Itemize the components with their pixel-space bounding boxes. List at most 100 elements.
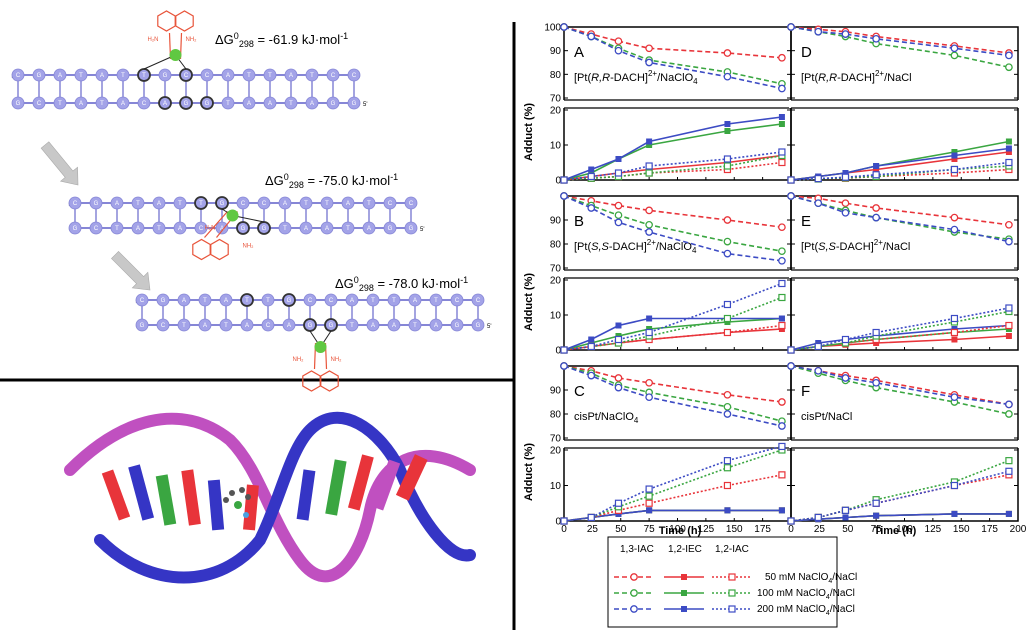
nucleotide-node (152, 221, 166, 235)
series-line (563, 474, 783, 522)
data-point (778, 422, 786, 430)
axis-break (789, 100, 1020, 108)
nucleotide-node (387, 318, 401, 332)
nucleotide-node (11, 68, 25, 82)
nucleotide-node (404, 221, 418, 235)
x-tick-label: 175 (981, 524, 998, 535)
legend-swatch (712, 605, 752, 613)
nucleotide-node (341, 196, 355, 210)
data-point (646, 507, 653, 514)
nucleotide-node (179, 96, 193, 110)
data-point (841, 374, 850, 382)
x-tick-label: 0 (561, 524, 567, 535)
data-point (723, 72, 732, 81)
data-point (950, 481, 959, 490)
nucleotide-node (240, 318, 254, 332)
data-point (645, 378, 653, 387)
nucleotide-node (198, 318, 212, 332)
data-point (787, 192, 795, 200)
dna-duplex-2: 5'5'CGGCATTAATTATCGACGCGATTATAATTACGCGH₂… (69, 196, 424, 261)
nucleotide-letter: T (434, 298, 438, 304)
nucleotide-letter: G (409, 226, 414, 232)
data-point (614, 46, 623, 55)
series-line (563, 123, 783, 181)
nucleotide-letter: T (367, 201, 371, 207)
nucleotide-letter: C (388, 201, 393, 207)
x-tick-label: 25 (814, 524, 826, 535)
data-point (723, 481, 732, 490)
nucleotide-letter: A (310, 101, 314, 107)
nucleotide-letter: T (115, 226, 119, 232)
base-pairs (101, 454, 428, 531)
nucleotide-letter: T (203, 298, 207, 304)
nucleotide-node (74, 96, 88, 110)
x-tick-label: 150 (953, 524, 970, 535)
x-axis-label-left: Time (h) (659, 525, 702, 537)
nucleotide-node (347, 96, 361, 110)
nucleotide-letter: C (161, 323, 166, 329)
nucleotide-node (53, 96, 67, 110)
nucleotide-letter: T (136, 201, 140, 207)
y-tick-label: 80 (550, 240, 562, 251)
nucleotide-node (95, 96, 109, 110)
series-12iac-200mM (787, 304, 1013, 354)
data-point (950, 44, 959, 53)
data-point (1005, 304, 1013, 312)
axis-break (562, 270, 793, 278)
nucleotide-letter: A (182, 298, 186, 304)
nucleotide-node (282, 293, 296, 307)
legend-swatch (614, 573, 654, 581)
series-line (563, 317, 782, 351)
data-point (614, 169, 623, 177)
legend-row-label-100: 100 mM NaClO4/NaCl (757, 588, 855, 601)
data-point (778, 321, 786, 330)
series-13iac-200mM (560, 362, 786, 430)
axis-break (789, 440, 1020, 448)
series-line (563, 449, 783, 522)
data-point (723, 249, 732, 258)
nucleotide-letter: C (455, 298, 460, 304)
nucleotide-node (450, 293, 464, 307)
x-tick-label: 50 (615, 524, 627, 535)
series-13iac-50mM (560, 192, 786, 232)
data-point (842, 514, 849, 521)
nucleotide-letter: C (308, 298, 313, 304)
strand-end-label: 5' (363, 102, 367, 108)
platinum-atom-icon (169, 49, 182, 61)
y-tick-label: 90 (550, 46, 562, 57)
series-line (790, 324, 1009, 351)
x-tick-label: 125 (698, 524, 715, 535)
x-tick-label: 175 (754, 524, 771, 535)
data-point (645, 499, 653, 507)
y-axis-label-c: Adduct (%) (523, 443, 535, 501)
data-point (787, 346, 795, 354)
nucleotide-letter: A (100, 73, 104, 79)
nucleotide-node (110, 196, 124, 210)
data-point (841, 335, 850, 344)
y-axis-label-a: Adduct (%) (523, 103, 535, 161)
data-point (778, 507, 785, 514)
nucleotide-node (383, 221, 397, 235)
nucleotide-letter: C (241, 201, 246, 207)
nucleotide-letter: G (94, 201, 99, 207)
y-tick-label: 20 (550, 106, 562, 117)
nucleotide-node (408, 293, 422, 307)
series-line (563, 26, 782, 59)
nucleotide-letter: T (350, 323, 354, 329)
data-point (645, 220, 653, 229)
nucleotide-node (116, 96, 130, 110)
nucleotide-letter: T (346, 226, 350, 232)
data-point (787, 362, 795, 370)
data-point (724, 121, 731, 127)
panel-letter: A (574, 44, 584, 61)
y-tick-label: 70 (550, 264, 562, 275)
nucleotide-node (158, 68, 172, 82)
series-line (790, 307, 1010, 351)
data-point (1005, 467, 1013, 475)
legend-swatch (664, 606, 704, 612)
data-point (872, 171, 880, 179)
x-tick-label: 100 (896, 524, 913, 535)
series-line (563, 328, 782, 351)
